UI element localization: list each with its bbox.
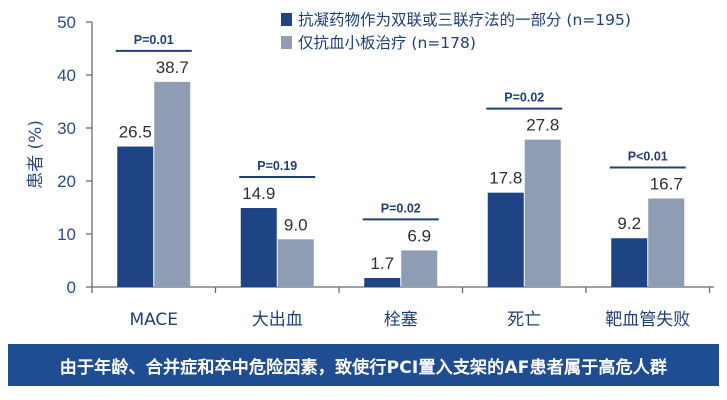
legend-label-2: 仅抗血小板治疗 (n=178) <box>298 34 476 52</box>
x-category-label-1: MACE <box>129 310 178 330</box>
x-category-label-4: 死亡 <box>507 310 541 330</box>
y-tick-label: 40 <box>57 66 76 85</box>
p-value-2: P=0.19 <box>257 159 297 173</box>
banner-text: 由于年龄、合并症和卒中危险因素，致使行PCI置入支架的AF患者属于高危人群 <box>59 357 668 378</box>
bar-1-1 <box>117 146 154 287</box>
x-category-label-3: 栓塞 <box>384 310 418 330</box>
y-tick-label: 50 <box>57 13 76 32</box>
data-label-1-1: 26.5 <box>119 123 152 142</box>
bar-1-4 <box>487 192 524 287</box>
y-tick-label: 30 <box>57 119 76 138</box>
bar-chart: 0 10 20 30 40 50 患者 (%) 26.5 38.7 P=0.01 MACE 14.9 9… <box>26 11 714 330</box>
legend-swatch-1 <box>281 13 292 26</box>
bar-1-5 <box>611 238 648 287</box>
data-label-2-1: 38.7 <box>156 58 189 77</box>
bar-1-2 <box>240 208 277 287</box>
data-label-1-3: 1.7 <box>370 254 394 273</box>
data-label-1-4: 17.8 <box>489 169 522 188</box>
legend-swatch-2 <box>281 36 292 49</box>
p-value-1: P=0.01 <box>134 33 174 47</box>
p-value-3: P=0.02 <box>381 201 421 215</box>
y-tick-label: 20 <box>57 172 76 191</box>
bar-2-5 <box>648 198 685 287</box>
y-tick-label: 10 <box>57 225 76 244</box>
y-tick-label: 0 <box>67 278 76 297</box>
data-label-1-2: 14.9 <box>242 184 275 203</box>
legend-label-1: 抗凝药物作为双联或三联疗法的一部分 (n=195) <box>298 11 631 29</box>
bar-1-3 <box>364 277 401 287</box>
data-label-2-5: 16.7 <box>650 174 683 193</box>
x-category-label-5: 靶血管失败 <box>605 310 690 330</box>
data-label-2-2: 9.0 <box>284 215 308 234</box>
data-label-1-5: 9.2 <box>617 214 641 233</box>
data-label-2-4: 27.8 <box>526 116 559 135</box>
p-value-5: P<0.01 <box>628 149 668 163</box>
p-value-4: P=0.02 <box>504 91 544 105</box>
data-label-2-3: 6.9 <box>407 226 431 245</box>
chart-svg: 0 10 20 30 40 50 患者 (%) 26.5 38.7 P=0.01 MACE 14.9 9… <box>26 11 714 330</box>
bar-2-3 <box>401 250 438 287</box>
conclusion-banner: 由于年龄、合并症和卒中危险因素，致使行PCI置入支架的AF患者属于高危人群 <box>8 344 719 386</box>
x-category-label-2: 大出血 <box>252 310 303 330</box>
bar-2-1 <box>154 81 191 287</box>
bar-2-2 <box>277 239 314 287</box>
y-axis-label: 患者 (%) <box>26 120 46 189</box>
bar-2-4 <box>524 139 561 287</box>
